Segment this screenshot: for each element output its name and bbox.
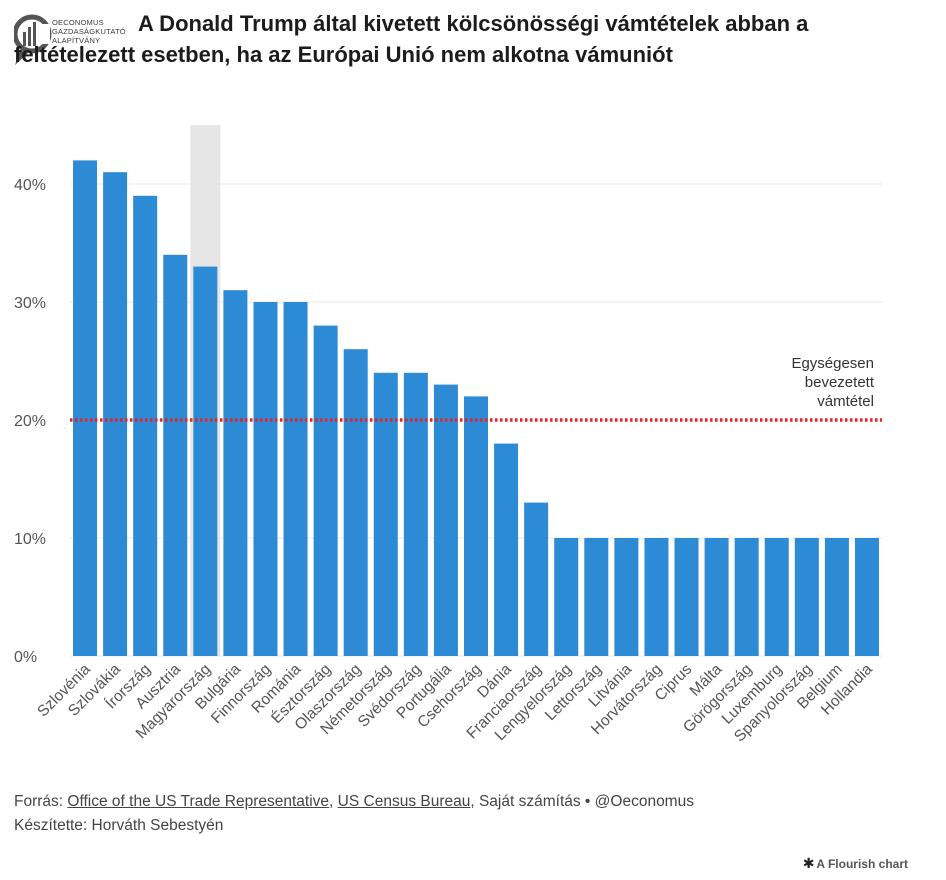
bar[interactable] <box>554 538 579 656</box>
bar[interactable] <box>764 538 789 656</box>
logo-text: OECONOMUS GAZDASÁGKUTATÓ ALAPÍTVÁNY <box>52 18 126 45</box>
bar[interactable] <box>313 325 338 656</box>
source-separator: , <box>329 793 338 810</box>
y-tick-label: 30% <box>14 295 46 312</box>
source-link-census[interactable]: US Census Bureau <box>337 793 471 810</box>
reference-line-label: Egységesen <box>791 355 874 372</box>
bar[interactable] <box>373 372 398 656</box>
bar[interactable] <box>343 349 368 656</box>
logo[interactable]: OECONOMUS GAZDASÁGKUTATÓ ALAPÍTVÁNY <box>14 10 139 72</box>
flourish-star-icon: ✱ <box>802 855 815 871</box>
logo-line-1: OECONOMUS <box>52 18 104 27</box>
bar[interactable] <box>734 538 759 656</box>
bar[interactable] <box>614 538 639 656</box>
reference-line-label: vámtétel <box>817 393 874 410</box>
bar[interactable] <box>223 290 248 656</box>
bar[interactable] <box>644 538 669 656</box>
chart-title: A Donald Trump által kivetett kölcsönöss… <box>14 11 809 67</box>
logo-line-3: ALAPÍTVÁNY <box>52 36 101 45</box>
bar[interactable] <box>133 195 158 657</box>
logo-line-2: GAZDASÁGKUTATÓ <box>52 27 126 36</box>
bar[interactable] <box>433 384 458 656</box>
bar-chart: 0% 10% 20% 30% 40% Egységesen bevezetett vámtét… <box>14 125 882 745</box>
bar[interactable] <box>193 266 218 656</box>
y-tick-label: 40% <box>14 177 46 194</box>
bar[interactable] <box>674 538 699 656</box>
footer: Forrás: Office of the US Trade Represent… <box>14 790 694 838</box>
oeconomus-logo-icon <box>14 14 52 65</box>
bar[interactable] <box>794 538 819 656</box>
bar[interactable] <box>824 538 849 656</box>
flourish-credit[interactable]: ✱ A Flourish chart <box>803 855 908 872</box>
y-tick-label: 0% <box>14 649 37 666</box>
bar[interactable] <box>283 302 308 656</box>
bar[interactable] <box>464 396 488 656</box>
y-tick-label: 20% <box>14 413 46 430</box>
source-prefix: Forrás: <box>14 793 68 810</box>
bar[interactable] <box>854 538 879 656</box>
bar[interactable] <box>163 254 188 657</box>
author-credit: Készítette: Horváth Sebestyén <box>14 817 224 834</box>
flourish-label: A Flourish chart <box>816 857 908 871</box>
bar[interactable] <box>704 538 729 656</box>
bar[interactable] <box>103 172 128 656</box>
y-tick-label: 10% <box>14 531 46 548</box>
source-line: Forrás: Office of the US Trade Represent… <box>14 790 694 814</box>
source-link-ustr[interactable]: Office of the US Trade Representative <box>67 793 330 810</box>
bar[interactable] <box>73 160 98 656</box>
source-suffix: , Saját számítás • @Oeconomus <box>470 793 694 810</box>
bar[interactable] <box>584 538 609 656</box>
reference-line-label: bevezetett <box>805 374 875 391</box>
bar[interactable] <box>253 302 278 656</box>
bar[interactable] <box>524 502 549 656</box>
bar[interactable] <box>494 443 519 656</box>
bar[interactable] <box>403 372 428 656</box>
